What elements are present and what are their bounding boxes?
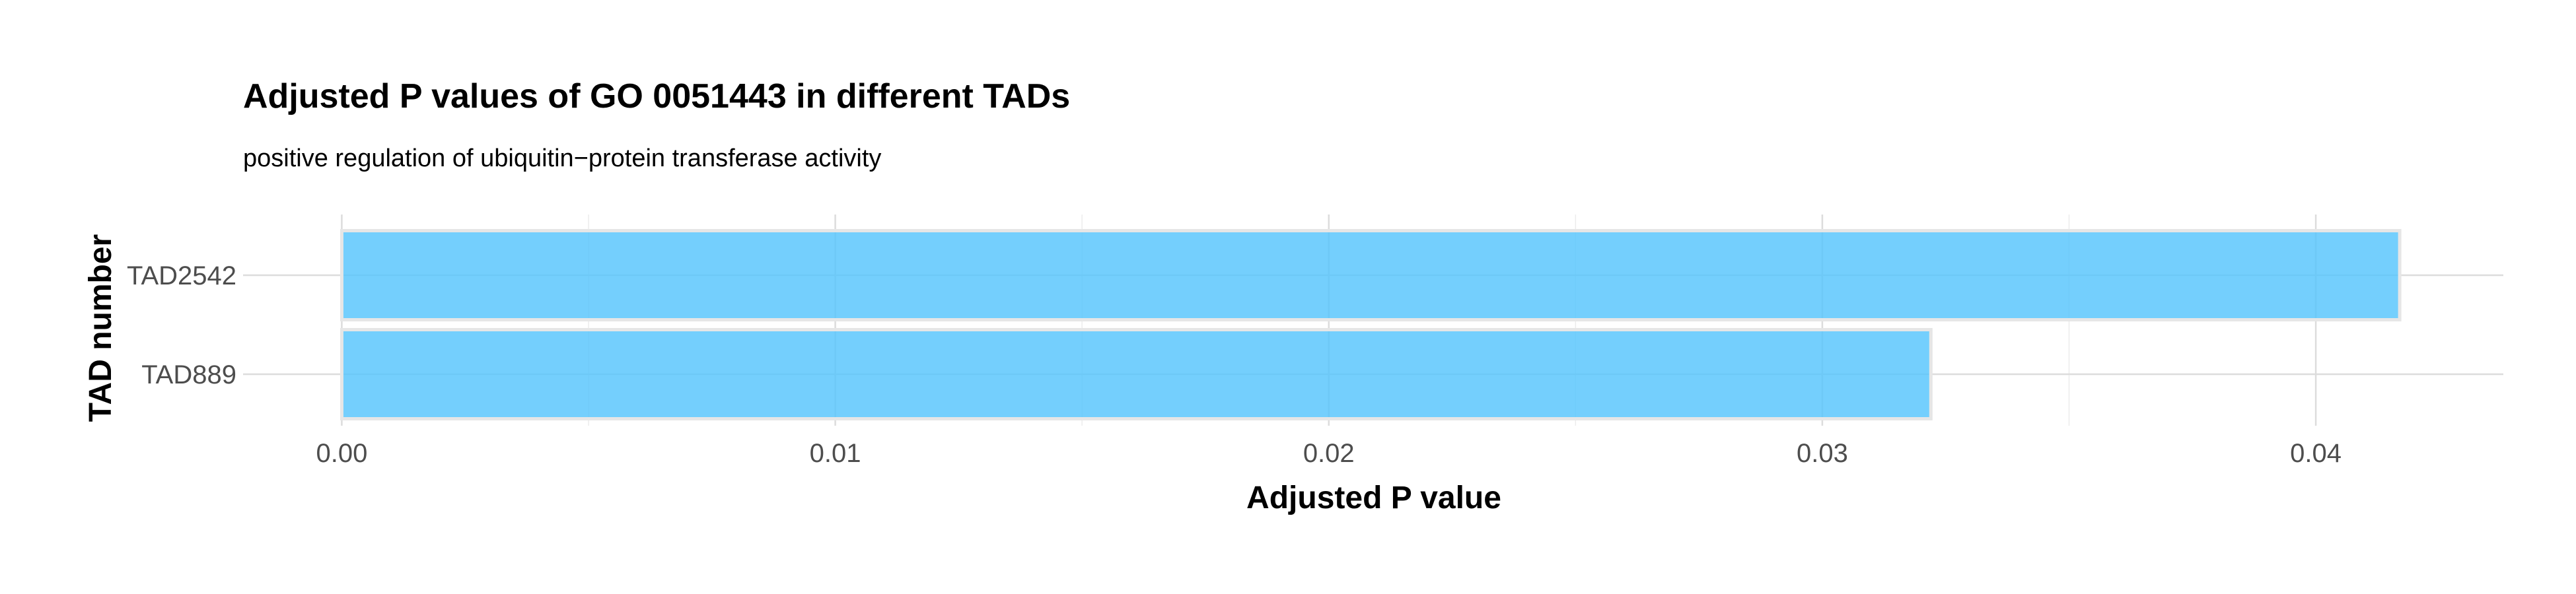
- bar-tad2542: [340, 229, 2402, 321]
- x-axis-ticks: 0.00 0.01 0.02 0.03 0.04: [316, 439, 2342, 468]
- x-tick-label: 0.01: [810, 439, 861, 468]
- y-tick-label: TAD2542: [127, 261, 236, 290]
- y-tick-label: TAD889: [141, 360, 236, 389]
- bar-tad889: [340, 328, 1933, 420]
- bars: [340, 229, 2402, 420]
- x-tick-label: 0.02: [1303, 439, 1355, 468]
- chart-title: Adjusted P values of GO 0051443 in diffe…: [243, 77, 1070, 116]
- x-tick-label: 0.03: [1797, 439, 1848, 468]
- chart-subtitle: positive regulation of ubiquitin−protein…: [243, 145, 881, 172]
- x-axis-title: Adjusted P value: [1246, 480, 1501, 515]
- x-tick-label: 0.04: [2290, 439, 2342, 468]
- x-tick-label: 0.00: [316, 439, 368, 468]
- y-axis-ticks: TAD2542 TAD889: [127, 261, 236, 389]
- y-axis-title: TAD number: [83, 234, 118, 422]
